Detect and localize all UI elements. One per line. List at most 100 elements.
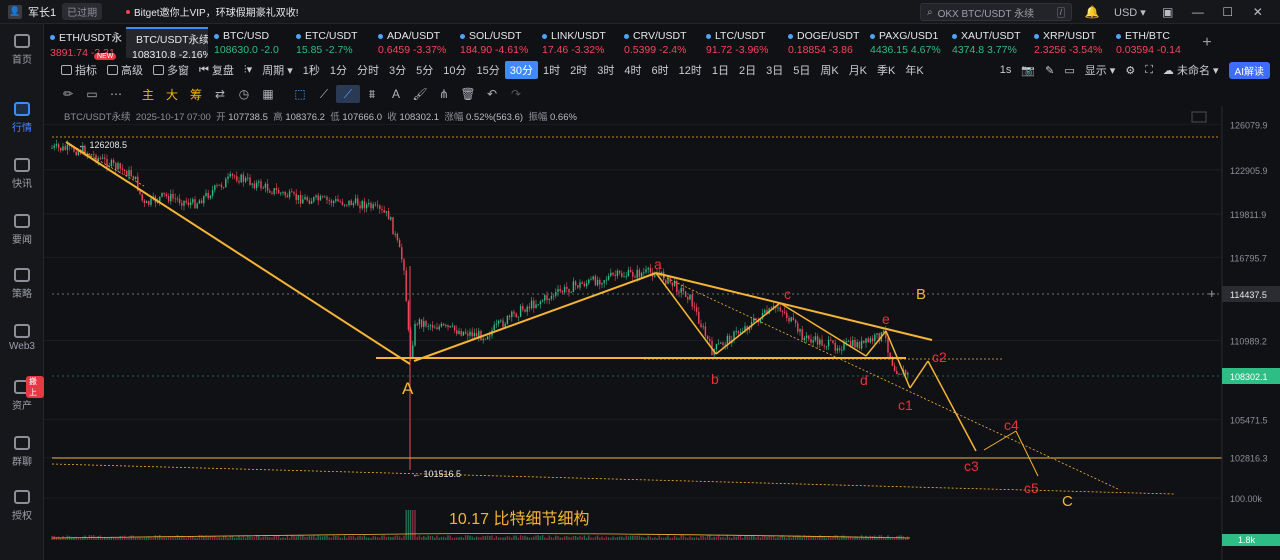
- interval-0[interactable]: 1秒: [302, 65, 320, 77]
- interval-5[interactable]: 10分: [443, 65, 467, 77]
- pencil-icon[interactable]: ✏: [62, 87, 74, 101]
- ticker-name: ADA/USDT: [378, 30, 454, 42]
- sidebar-item-web3[interactable]: Web3: [0, 324, 44, 352]
- maximize-icon[interactable]: ☐: [1222, 5, 1234, 19]
- interval-3[interactable]: 3分: [388, 65, 407, 77]
- ticker-tab[interactable]: ETH/USDT永 3891.74 -2.31: [44, 27, 126, 58]
- text-icon[interactable]: A: [391, 87, 400, 101]
- interval-18[interactable]: 周K: [820, 65, 839, 77]
- main-force-button[interactable]: 主: [141, 87, 154, 102]
- chips-button[interactable]: 筹: [189, 87, 202, 102]
- interval-9[interactable]: 2时: [570, 65, 588, 77]
- fibonacci-icon[interactable]: ⩩: [368, 86, 376, 101]
- redo-icon[interactable]: ↷: [510, 87, 522, 101]
- compare-icon[interactable]: ⇄: [214, 87, 226, 101]
- minimize-icon[interactable]: —: [1191, 5, 1204, 19]
- interval-12[interactable]: 6时: [651, 65, 669, 77]
- sidebar-item-market[interactable]: 行情: [0, 102, 44, 134]
- ticker-tab[interactable]: ETC/USDT 15.85 -2.7%: [290, 27, 372, 58]
- brush-icon[interactable]: 🖌: [412, 87, 428, 101]
- interval-20[interactable]: 季K: [877, 65, 896, 77]
- interval-13[interactable]: 12时: [678, 65, 702, 77]
- promo-banner[interactable]: Bitget邀你上VIP，环球假期豪礼双收!: [126, 4, 298, 19]
- interval-7[interactable]: 30分: [504, 61, 538, 79]
- interval-2[interactable]: 分时: [356, 65, 379, 77]
- window-icon[interactable]: ▣: [1162, 5, 1174, 19]
- sidebar-item-headlines[interactable]: 要闻: [0, 214, 44, 246]
- undo-icon[interactable]: ↶: [486, 87, 498, 101]
- ticker-tab[interactable]: CRV/USDT 0.5399 -2.4%: [618, 27, 700, 58]
- candle-body: [572, 281, 575, 292]
- rectangle-icon[interactable]: ▭: [86, 87, 98, 101]
- ticker-name: ETH/USDT永: [50, 30, 126, 45]
- ticker-tab[interactable]: ETH/BTC 0.03594 -0.14: [1110, 27, 1192, 58]
- ticker-tab[interactable]: ADA/USDT 0.6459 -3.37%: [372, 27, 454, 58]
- ruler-icon[interactable]: ⟋: [319, 86, 329, 101]
- currency-select[interactable]: USD ▾: [1114, 6, 1146, 19]
- pitchfork-icon[interactable]: ⋔: [438, 87, 450, 101]
- ticker-tab[interactable]: SOL/USDT 184.90 -4.61%: [454, 27, 536, 58]
- bell-icon[interactable]: 🔔: [1084, 5, 1100, 19]
- large-order-button[interactable]: 大: [165, 87, 178, 102]
- interval-16[interactable]: 3日: [766, 65, 784, 77]
- interval-8[interactable]: 1时: [542, 65, 561, 77]
- period-button[interactable]: 周期 ▾: [257, 61, 298, 79]
- interval-21[interactable]: 年K: [905, 65, 924, 77]
- ticker-tab[interactable]: LTC/USDT 91.72 -3.96%: [700, 27, 782, 58]
- clock-icon[interactable]: ◷: [238, 87, 250, 101]
- camera-icon[interactable]: 📷: [1021, 64, 1036, 77]
- edit-icon[interactable]: ✎: [1045, 64, 1055, 77]
- sidebar-item-assets[interactable]: 搬上 资产: [0, 376, 44, 412]
- search-input[interactable]: ⌕ OKX BTC/USDT 永续 /: [920, 3, 1072, 21]
- ticker-tab[interactable]: XRP/USDT 2.3256 -3.54%: [1028, 27, 1110, 58]
- display-menu[interactable]: 显示 ▾: [1084, 65, 1116, 77]
- sidebar-item-auth[interactable]: 授权: [0, 490, 44, 522]
- fullscreen-icon[interactable]: ⛶: [1145, 63, 1153, 76]
- candle-body: [592, 276, 594, 280]
- chart-type-button[interactable]: ⫶▾: [239, 61, 257, 79]
- calendar-icon[interactable]: ▦: [262, 87, 274, 101]
- more-icon[interactable]: ⋯: [110, 87, 122, 101]
- layout-icon[interactable]: ▭: [1064, 64, 1075, 77]
- interval-6[interactable]: 15分: [476, 65, 500, 77]
- indicator-button[interactable]: 指标 NEW: [56, 53, 117, 79]
- delete-icon[interactable]: 🗑: [460, 87, 476, 101]
- ticker-tab[interactable]: BTC/USD 108630.0 -2.0: [208, 27, 290, 58]
- layout-name-menu[interactable]: ☁ 未命名 ▾: [1162, 65, 1219, 77]
- interval-1[interactable]: 1分: [329, 65, 347, 77]
- sidebar-item-flash[interactable]: 快讯: [0, 158, 44, 190]
- user-menu[interactable]: 👤 军长1 已过期: [0, 3, 126, 20]
- interval-11[interactable]: 4时: [624, 65, 642, 77]
- ticker-tab[interactable]: LINK/USDT 17.46 -3.32%: [536, 27, 618, 58]
- ai-interpret-button[interactable]: AI解读: [1228, 61, 1270, 79]
- interval-4[interactable]: 5分: [416, 65, 434, 77]
- interval-14[interactable]: 1日: [711, 65, 729, 77]
- interval-17[interactable]: 5日: [793, 65, 811, 77]
- interval-10[interactable]: 3时: [597, 65, 615, 77]
- advanced-button[interactable]: 高级: [102, 61, 148, 79]
- candle-body: [640, 272, 643, 277]
- volume-bar: [585, 537, 588, 540]
- settings-icon[interactable]: ⚙: [1125, 64, 1136, 77]
- volume-bar: [704, 537, 707, 540]
- multi-window-button[interactable]: 多窗: [148, 61, 194, 79]
- sidebar-item-home[interactable]: 首页: [0, 34, 44, 66]
- volume-bar: [405, 510, 407, 540]
- sidebar-item-chat[interactable]: 群聊: [0, 436, 44, 468]
- replay-button[interactable]: ⏮ 复盘: [194, 61, 239, 79]
- volume-bar: [324, 536, 326, 540]
- interval-1s[interactable]: 1s: [999, 64, 1012, 76]
- ticker-change: -3.86: [828, 44, 853, 56]
- ticker-tab[interactable]: DOGE/USDT 0.18854 -3.86: [782, 27, 864, 58]
- ticker-tab[interactable]: PAXG/USD1 4436.15 4.67%: [864, 27, 946, 58]
- add-ticker-button[interactable]: +: [1202, 33, 1212, 51]
- sidebar-item-strategy[interactable]: 策略: [0, 268, 44, 300]
- interval-19[interactable]: 月K: [848, 65, 868, 77]
- price-chart[interactable]: ← 126208.5 ← 101516.5 A B Ca b c d e c1 c2 c3 c4 c5 10…: [44, 106, 1280, 560]
- ticker-tab[interactable]: XAUT/USDT 4374.8 3.77%: [946, 27, 1028, 58]
- close-icon[interactable]: ✕: [1252, 5, 1263, 19]
- trendline-icon[interactable]: ⟋: [336, 85, 360, 103]
- cursor-icon[interactable]: ⬚: [294, 87, 306, 101]
- interval-15[interactable]: 2日: [738, 65, 757, 77]
- ticker-tab[interactable]: BTC/USDT永续 108310.8 -2.16%: [126, 27, 208, 58]
